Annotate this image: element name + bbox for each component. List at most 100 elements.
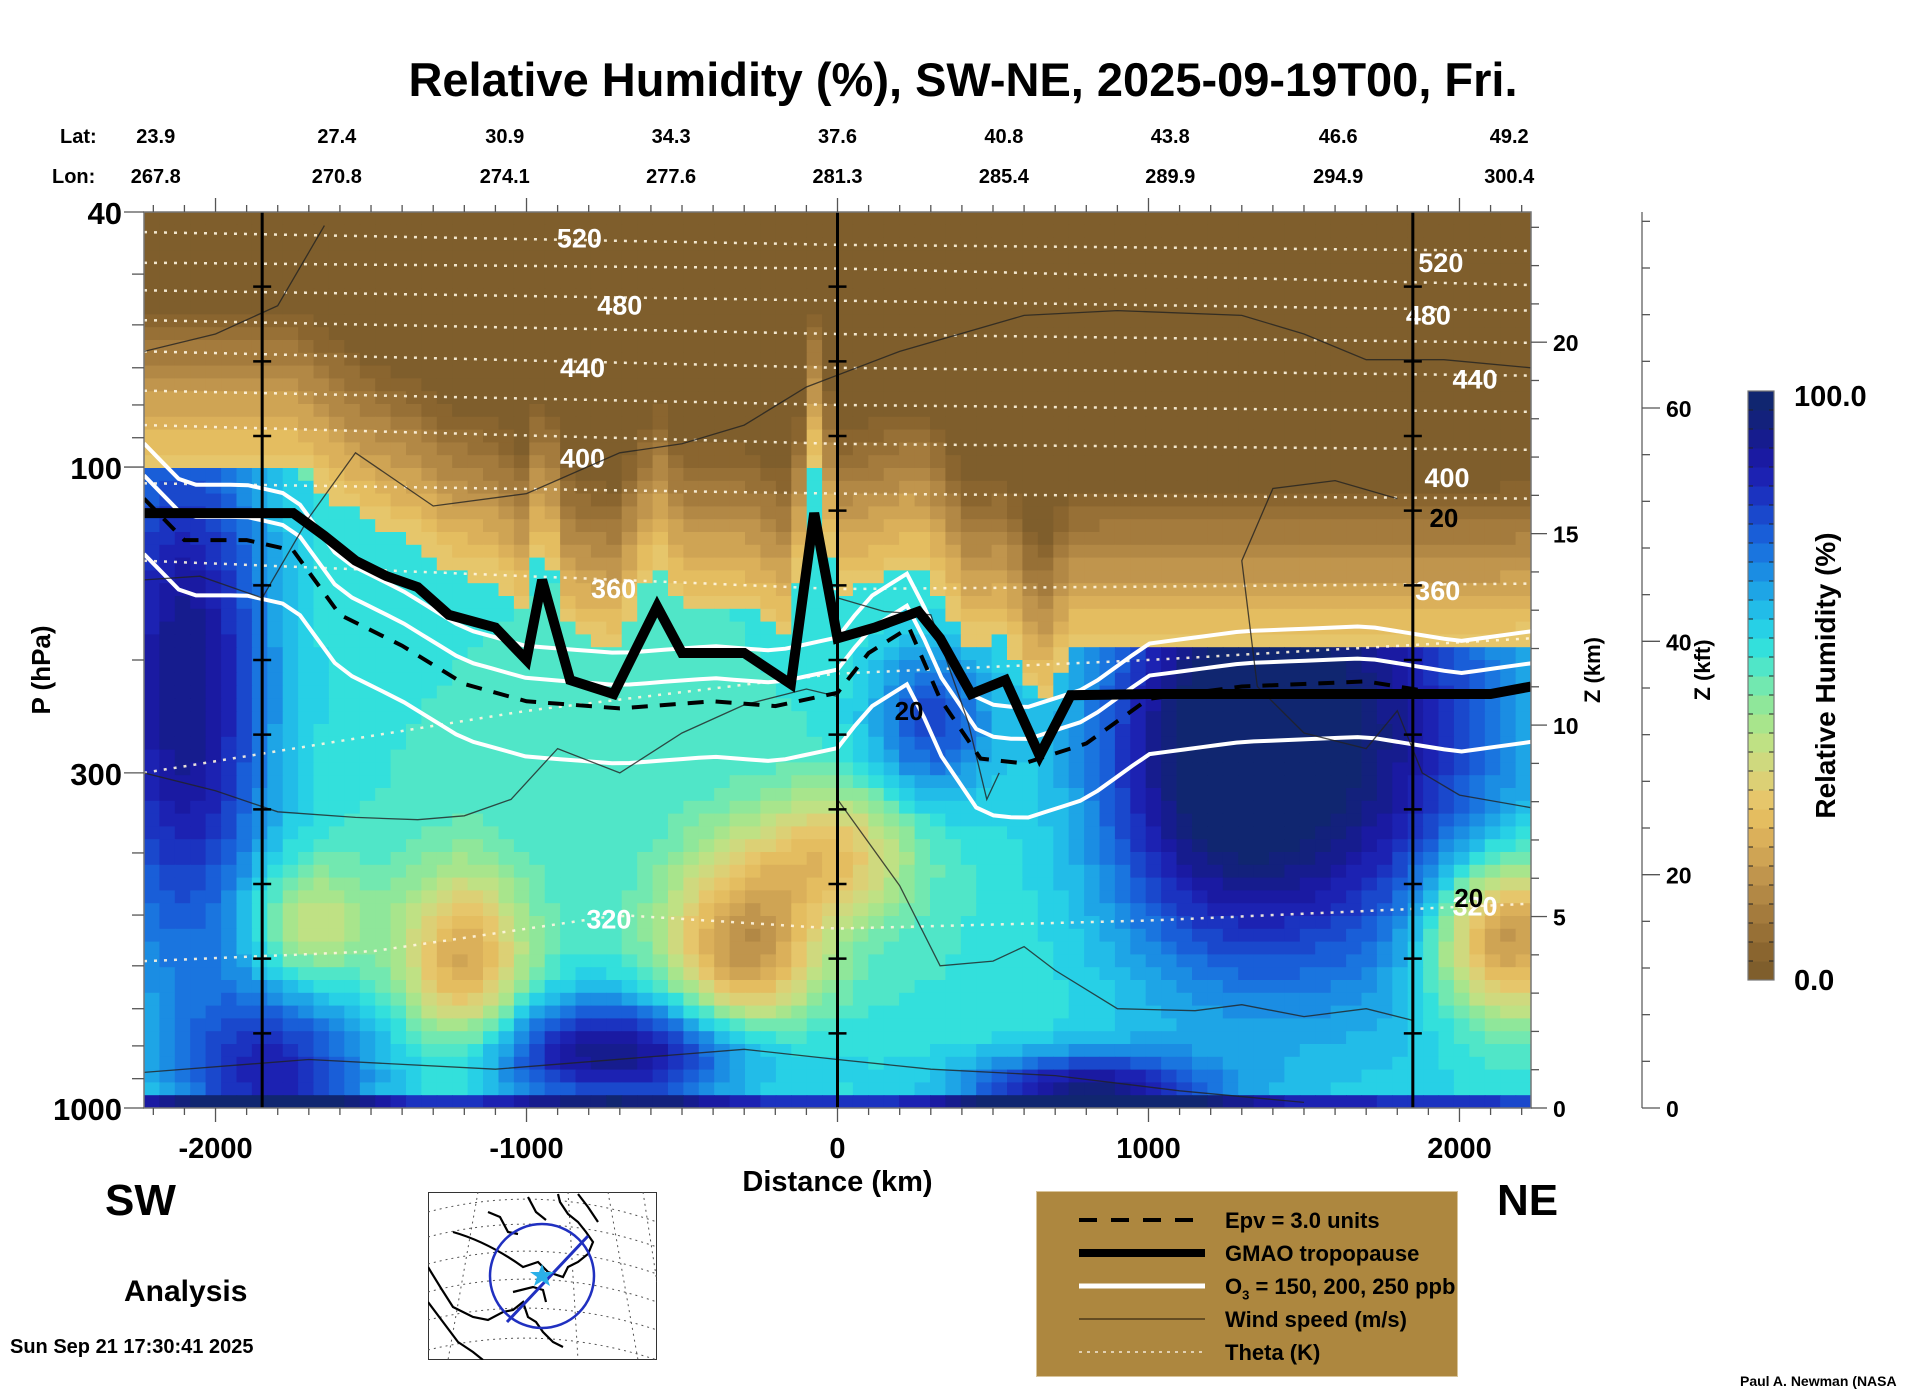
rh-cell [1068, 724, 1085, 738]
rh-cell [467, 212, 484, 226]
rh-cell [1068, 224, 1085, 239]
rh-cell [1238, 634, 1255, 648]
rh-cell [883, 519, 900, 533]
rh-cell [1022, 570, 1039, 584]
rh-cell [1392, 391, 1409, 405]
rh-cell [652, 455, 669, 469]
rh-cell [1099, 647, 1116, 661]
rh-cell [1207, 852, 1224, 866]
rh-cell [452, 698, 469, 712]
rh-cell [483, 519, 499, 533]
rh-cell [1176, 775, 1193, 789]
rh-cell [1007, 519, 1023, 533]
rh-cell [1037, 852, 1054, 866]
rh-cell [668, 544, 684, 559]
rh-cell [1053, 378, 1070, 392]
rh-cell [298, 314, 315, 328]
rh-cell [1330, 468, 1347, 482]
rh-cell [745, 877, 761, 891]
rh-cell [1392, 762, 1409, 776]
rh-cell [544, 877, 561, 891]
rh-cell [575, 775, 592, 789]
rh-cell [714, 800, 731, 815]
rh-cell [298, 365, 315, 379]
rh-cell [1176, 480, 1193, 495]
rh-cell [436, 864, 453, 879]
rh-cell [1222, 532, 1239, 546]
rh-cell [991, 557, 1008, 571]
rh-cell [1022, 365, 1039, 379]
rh-cell [991, 634, 1008, 648]
rh-cell [1269, 903, 1285, 917]
rh-cell [513, 724, 530, 738]
rh-cell [1392, 429, 1409, 443]
rh-cell [1423, 621, 1440, 635]
rh-cell [298, 826, 315, 840]
rh-cell [406, 877, 422, 891]
rh-cell [1284, 864, 1301, 879]
rh-cell [452, 480, 469, 495]
rh-cell [698, 736, 715, 751]
rh-cell [1253, 839, 1270, 853]
rh-cell [1484, 544, 1501, 559]
rh-cell [1161, 775, 1178, 789]
rh-cell [1007, 660, 1023, 674]
rh-cell [683, 442, 700, 456]
rh-cell [421, 557, 438, 571]
rh-cell [945, 890, 962, 904]
rh-cell [1130, 212, 1147, 226]
rh-cell [621, 455, 638, 469]
rh-cell [560, 288, 577, 303]
rh-cell [529, 352, 546, 367]
rh-cell [1500, 263, 1517, 277]
rh-cell [190, 852, 207, 866]
rh-cell [159, 660, 176, 674]
rh-cell [236, 736, 253, 751]
rh-cell [668, 839, 684, 853]
rh-cell [1099, 404, 1116, 418]
rh-cell [1037, 340, 1054, 354]
rh-cell [421, 480, 438, 495]
rh-cell [375, 852, 392, 866]
rh-cell [313, 698, 330, 712]
rh-cell [1253, 480, 1270, 495]
rh-cell [1500, 826, 1517, 840]
rh-cell [1037, 583, 1054, 597]
rh-cell [1053, 864, 1070, 879]
rh-cell [1423, 327, 1440, 341]
rh-cell [683, 864, 700, 879]
rh-cell [498, 724, 515, 738]
rh-cell [1207, 762, 1224, 776]
rh-cell [1376, 596, 1393, 610]
rh-cell [1007, 480, 1023, 495]
rh-cell [1500, 711, 1517, 725]
rh-cell [1407, 506, 1424, 520]
rh-cell [359, 839, 376, 853]
rh-cell [652, 775, 669, 789]
rh-cell [513, 391, 530, 405]
rh-cell [1423, 826, 1440, 840]
rh-cell [1114, 404, 1131, 418]
rh-cell [298, 711, 315, 725]
rh-cell [205, 237, 222, 251]
rh-cell [359, 327, 376, 341]
rh-cell [282, 288, 299, 303]
rh-cell [375, 340, 392, 354]
rh-cell [1253, 340, 1270, 354]
rh-cell [1346, 826, 1363, 840]
rh-cell [205, 877, 222, 891]
rh-cell [1084, 442, 1101, 456]
rh-cell [914, 890, 931, 904]
rh-cell [914, 762, 931, 776]
lon-row-label: Lon: [52, 166, 96, 188]
rh-cell [1114, 519, 1131, 533]
rh-cell [1068, 276, 1085, 290]
rh-cell [1484, 608, 1501, 623]
rh-cell [1068, 378, 1085, 392]
rh-cell [221, 276, 238, 290]
rh-cell [421, 327, 438, 341]
rh-cell [298, 468, 315, 482]
rh-cell [914, 237, 931, 251]
rh-cell [159, 736, 176, 751]
rh-cell [1484, 596, 1501, 610]
